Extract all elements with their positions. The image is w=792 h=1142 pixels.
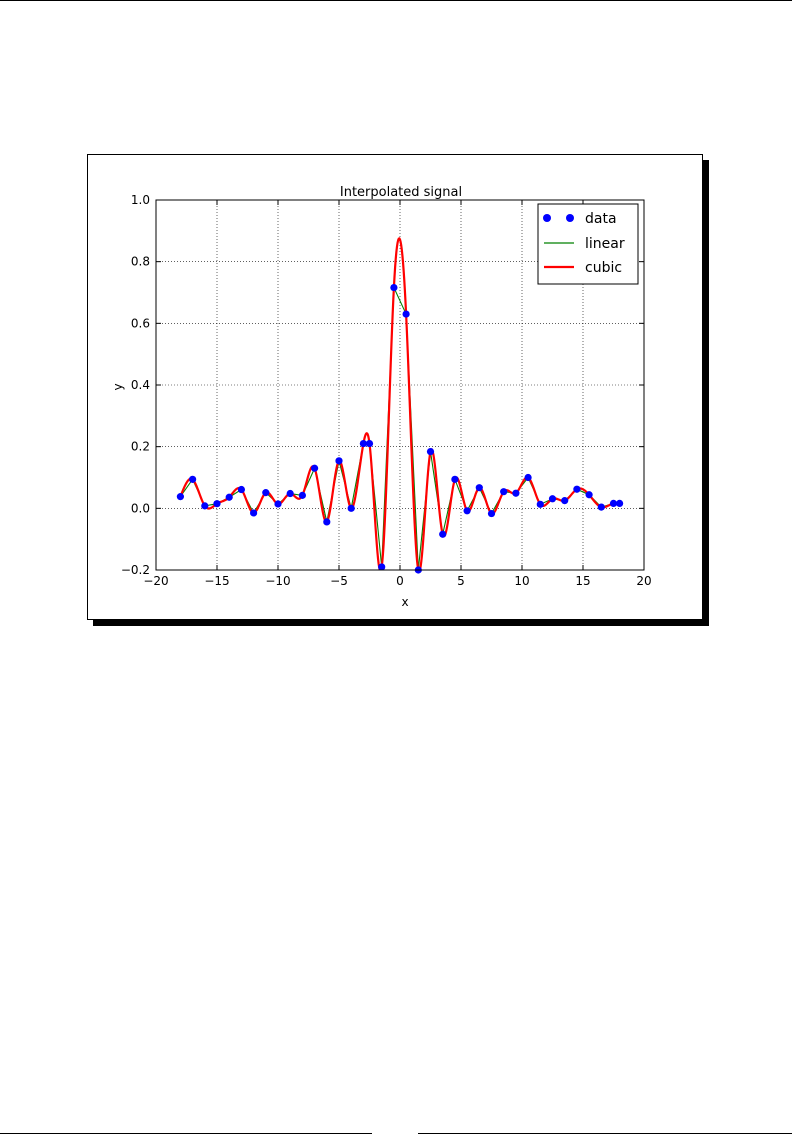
chart-svg: −20 −15 −10 −5 0 5 10 15 20 −0.2 0.0 0.2 0.4 0.6 0.8 1.… <box>111 185 652 609</box>
data-point <box>487 509 496 518</box>
data-point <box>500 488 508 496</box>
data-point <box>561 497 569 505</box>
data-point <box>347 504 355 512</box>
data-point <box>365 439 374 448</box>
data-point <box>536 500 544 508</box>
chart-title: Interpolated signal <box>340 185 462 200</box>
data-point <box>189 475 197 483</box>
y-tick-label: 0.0 <box>131 501 150 515</box>
data-point <box>390 283 398 292</box>
x-tick-label: 15 <box>575 574 590 588</box>
data-point <box>463 507 471 515</box>
data-point <box>548 495 557 503</box>
legend-data-marker-1 <box>543 214 551 222</box>
data-point <box>524 473 532 482</box>
data-point <box>274 500 282 508</box>
data-point <box>573 485 581 493</box>
data-point <box>323 518 331 526</box>
data-point <box>359 439 367 448</box>
data-point <box>512 489 520 497</box>
legend-label-cubic: cubic <box>585 260 622 276</box>
x-tick-label: −15 <box>204 574 229 588</box>
legend-box <box>537 203 639 285</box>
figure-frame: −20 −15 −10 −5 0 5 10 15 20 −0.2 0.0 0.2 0.4 0.6 0.8 1.… <box>87 154 703 620</box>
page-bottom-rule-left <box>0 1133 372 1134</box>
y-tick-label: 0.6 <box>131 316 150 330</box>
x-axis-label: x <box>401 595 408 609</box>
data-point <box>616 499 624 507</box>
page-bottom-rule-right <box>418 1133 792 1134</box>
y-tick-label: 0.8 <box>131 255 150 269</box>
legend-data-marker-2 <box>566 214 574 222</box>
legend-label-data: data <box>585 211 617 227</box>
data-point <box>237 485 245 494</box>
y-axis-label: y <box>111 383 125 390</box>
data-point <box>475 484 483 492</box>
data-point <box>426 448 435 456</box>
data-point <box>597 503 605 511</box>
data-point <box>262 489 270 497</box>
axes-layer: −20 −15 −10 −5 0 5 10 15 20 −0.2 0.0 0.2 0.4 0.6 0.8 1.… <box>121 193 652 588</box>
data-point <box>609 499 618 507</box>
x-tick-label: −20 <box>143 574 168 588</box>
legend: data linear cubic <box>537 203 639 285</box>
data-point <box>201 502 209 510</box>
data-point <box>402 310 410 318</box>
data-point <box>250 509 258 517</box>
data-point <box>335 457 343 465</box>
data-point <box>439 530 447 538</box>
legend-label-linear: linear <box>585 236 625 252</box>
x-tick-label: −5 <box>330 574 348 588</box>
x-tick-label: 5 <box>457 574 465 588</box>
y-tick-label: 0.2 <box>131 440 150 454</box>
x-tick-label: −10 <box>265 574 290 588</box>
data-point <box>213 500 221 508</box>
x-tick-label: 10 <box>514 574 529 588</box>
series-layer <box>176 237 624 574</box>
x-tick-label: 0 <box>396 574 404 588</box>
x-tick-label: 20 <box>636 574 651 588</box>
grid-layer <box>156 200 644 570</box>
y-tick-label: −0.2 <box>121 563 150 577</box>
page-top-rule <box>0 0 792 1</box>
data-point <box>176 493 184 501</box>
data-point <box>298 491 306 499</box>
data-point <box>311 464 319 472</box>
y-tick-label: 1.0 <box>131 193 150 207</box>
data-point <box>225 493 233 501</box>
data-point <box>451 475 459 483</box>
data-point <box>286 489 294 498</box>
data-point <box>585 491 593 499</box>
data-point <box>378 563 386 571</box>
y-tick-label: 0.4 <box>131 378 150 392</box>
